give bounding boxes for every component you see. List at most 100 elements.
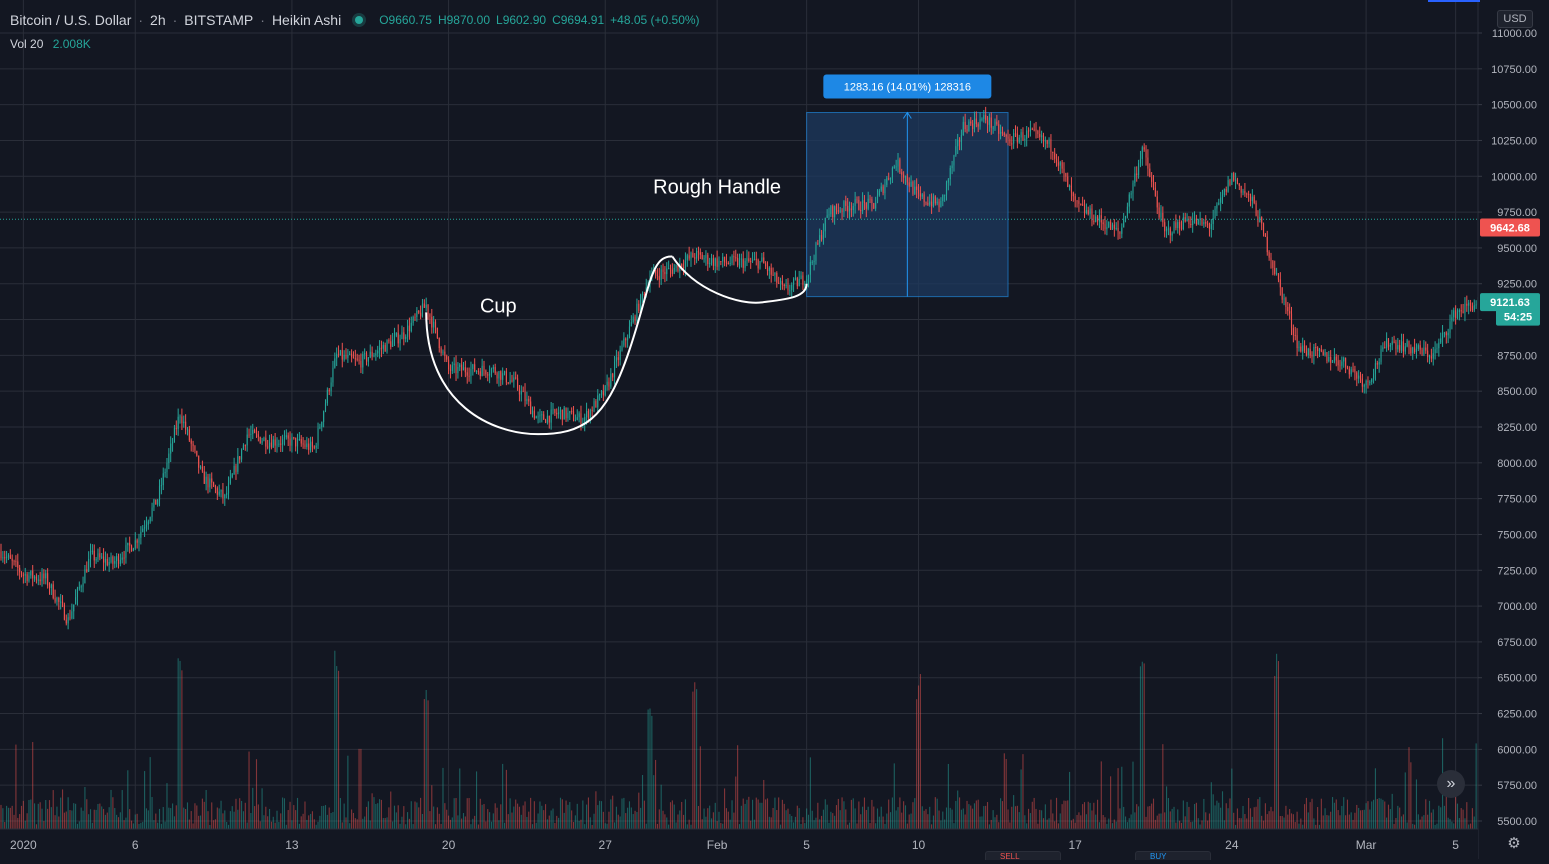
volume-bar [157,822,159,829]
candle-body [597,395,599,408]
candle-body [796,277,798,287]
candle-body [714,258,716,266]
volume-bar [957,790,959,829]
price-tick-label: 10750.00 [1491,64,1537,76]
volume-bar [572,822,575,829]
volume-bar [524,801,526,829]
candle-body [110,556,112,562]
candle-body [300,439,302,444]
volume-bar [1182,800,1184,829]
candle-body [871,198,873,204]
volume-bar [574,815,576,829]
candle-body [1442,332,1444,339]
candle-body [1005,134,1007,137]
candle-body [718,261,720,267]
gear-icon[interactable]: ⚙ [1507,835,1521,852]
volume-legend[interactable]: Vol 20 2.008K [10,37,91,51]
candle-body [845,201,847,206]
candle-body [280,443,282,445]
volume-bar [302,813,304,829]
volume-bar [990,819,992,829]
chart-style[interactable]: Heikin Ashi [271,12,342,28]
handle-curve [671,255,808,304]
volume-bar [84,786,86,829]
volume-bar [1367,801,1369,829]
volume-bar [1455,777,1457,829]
candle-body [940,200,942,208]
toolbar-accent [1428,0,1480,2]
candle-body [352,357,355,359]
volume-bar [591,824,593,829]
candle-body [1011,143,1013,145]
candle-body [341,350,343,360]
cup-curve [425,255,673,436]
volume-bar [968,804,970,829]
interval[interactable]: 2h [150,12,166,28]
candle-body [848,208,851,212]
volume-bar [99,803,101,829]
candle-body [431,316,433,328]
candle-body [951,165,953,169]
sell-tab[interactable]: SELL [985,851,1061,860]
candle-body [1082,204,1084,206]
volume-bar [132,823,134,829]
candle-body [412,316,414,323]
volume-bar [334,650,336,829]
candle-body [712,258,714,266]
candle-body [520,391,522,395]
volume-bar [904,805,907,829]
candle-body [216,488,218,495]
volume-bar [395,812,397,829]
volume-bar [470,824,472,829]
scroll-to-realtime-button[interactable]: » [1437,770,1465,798]
candle-body [106,559,108,566]
buy-tab[interactable]: BUY [1135,851,1211,860]
symbol-name[interactable]: Bitcoin / U.S. Dollar [10,12,132,28]
candle-body [2,557,4,559]
candle-body [336,353,338,359]
candle-body [1320,349,1322,352]
volume-bar [1089,802,1091,829]
volume-bar [1389,809,1391,829]
candle-body [1331,361,1334,363]
volume-bar [617,814,619,829]
volume-bar [669,802,672,829]
price-tick-label: 6250.00 [1497,709,1537,721]
volume-bar [498,820,500,829]
volume-bar [666,817,668,829]
volume-bar [552,808,554,829]
candle-body [671,269,673,274]
volume-bar [1145,816,1147,829]
candle-body [820,235,823,240]
volume-bar [916,699,918,829]
price-label: 54:25 [1504,312,1532,324]
volume-bar [1428,800,1431,829]
volume-bar [1382,799,1384,829]
candle-body [748,258,750,262]
volume-bar [947,763,949,829]
candle-body [69,617,71,619]
candle-body [211,478,213,483]
volume-bar [144,771,146,829]
candle-body [684,260,686,268]
candle-body [461,364,463,371]
candle-body [891,167,893,178]
volume-bar [630,807,632,829]
volume-bar [729,819,731,829]
volume-bar [11,805,13,829]
candle-body [420,312,422,317]
currency-badge[interactable]: USD [1497,10,1533,28]
candle-body [1393,341,1395,343]
volume-bar [351,809,353,829]
volume-bar [9,807,11,829]
candle-body [433,321,435,328]
candle-body [416,310,418,318]
volume-bar [873,806,875,829]
price-tick-label: 9750.00 [1497,207,1537,219]
volume-bar [438,813,440,829]
volume-bar [1326,815,1328,829]
volume-bar [108,807,110,829]
volume-bar [1279,816,1281,829]
